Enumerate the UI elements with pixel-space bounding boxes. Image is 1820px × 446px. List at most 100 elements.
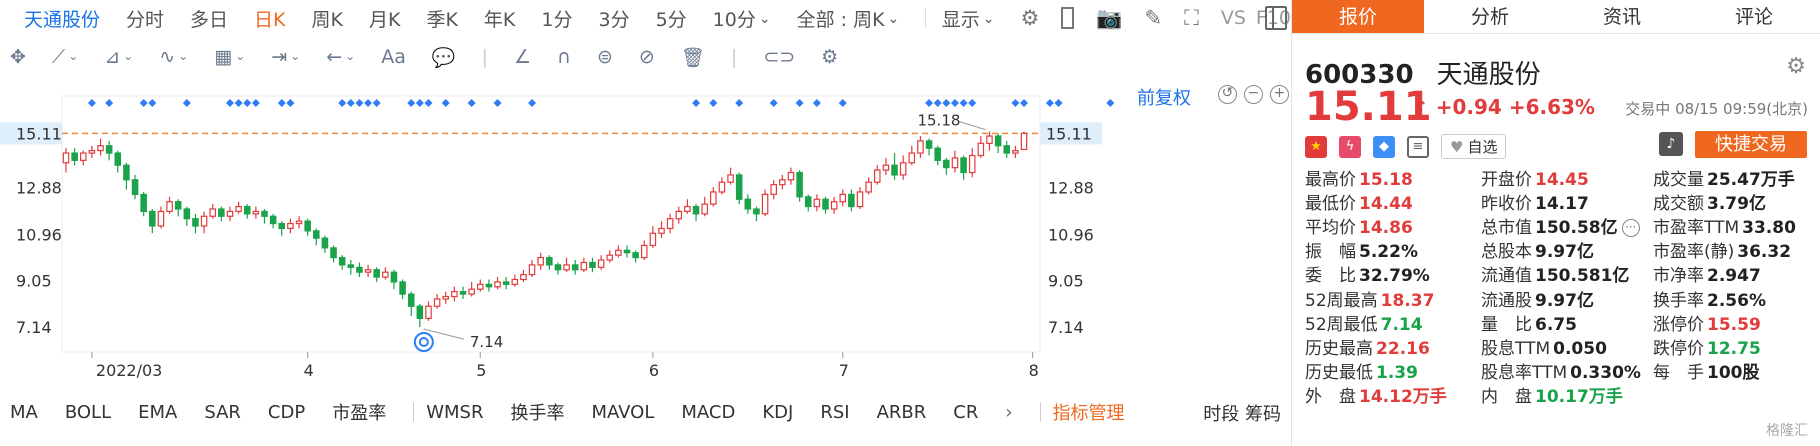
line-icon[interactable]: ⟋	[52, 46, 78, 68]
candle-body[interactable]	[287, 222, 294, 230]
candle-body[interactable]	[934, 147, 941, 161]
candle-body[interactable]	[313, 230, 320, 239]
candle-body[interactable]	[537, 257, 544, 266]
signal-marker[interactable]	[286, 99, 295, 107]
candle-body[interactable]	[753, 208, 760, 215]
candle-body[interactable]	[269, 215, 277, 225]
candle-body[interactable]	[183, 208, 191, 220]
candle-body[interactable]	[295, 220, 303, 225]
candle-body[interactable]	[787, 171, 795, 181]
candle-body[interactable]	[252, 210, 260, 215]
candle-body[interactable]	[442, 295, 450, 300]
candle-body[interactable]	[192, 218, 199, 227]
signal-marker[interactable]	[424, 99, 433, 107]
candle-body[interactable]	[848, 193, 855, 208]
period-weekly-k[interactable]: 周K	[311, 8, 343, 31]
range-select[interactable]: 全部 : 周K	[797, 5, 900, 32]
candle-body[interactable]	[243, 205, 251, 215]
lock-icon[interactable]: ⊜	[596, 46, 613, 68]
signal-marker[interactable]	[355, 99, 364, 107]
candle-body[interactable]	[856, 191, 864, 208]
zoom-in-icon[interactable]: +	[1270, 85, 1289, 104]
signal-marker[interactable]	[364, 99, 373, 107]
period-daily-k[interactable]: 日K	[254, 8, 286, 31]
indicator-boll[interactable]: BOLL	[64, 401, 112, 423]
candle-body[interactable]	[485, 283, 493, 288]
signal-marker[interactable]	[1106, 99, 1115, 107]
settings-icon[interactable]: ⚙	[821, 46, 839, 68]
candle-body[interactable]	[468, 288, 475, 295]
candle-body[interactable]	[925, 140, 933, 149]
tag-icon[interactable]: ◆	[1373, 135, 1395, 158]
candle-body[interactable]	[140, 193, 147, 213]
undo-icon[interactable]: ↺	[1218, 85, 1237, 104]
candle-body[interactable]	[157, 210, 165, 227]
candle-body[interactable]	[675, 210, 683, 220]
indicator-rsi[interactable]: RSI	[820, 401, 850, 423]
indicator-sar[interactable]: SAR	[204, 401, 241, 423]
candle-body[interactable]	[330, 247, 337, 259]
signal-marker[interactable]	[87, 99, 96, 107]
signal-marker[interactable]	[968, 99, 977, 107]
link-icon[interactable]: ⊂⊃	[763, 46, 796, 68]
candle-body[interactable]	[166, 201, 173, 213]
signal-marker[interactable]	[942, 99, 951, 107]
candle-body[interactable]	[666, 218, 674, 230]
signal-marker[interactable]	[735, 99, 744, 107]
adjust-dropdown[interactable]: 前复权	[1137, 88, 1191, 109]
candle-body[interactable]	[88, 150, 96, 154]
candle-body[interactable]	[839, 193, 847, 203]
signal-marker[interactable]	[1045, 99, 1054, 107]
add-watchlist-button[interactable]: ♥ 自选	[1441, 134, 1507, 159]
candle-body[interactable]	[917, 140, 924, 154]
candle-body[interactable]	[632, 252, 639, 259]
candle-body[interactable]	[865, 181, 872, 193]
candle-body[interactable]	[761, 193, 769, 215]
signal-marker[interactable]	[1020, 99, 1028, 107]
candle-body[interactable]	[658, 227, 665, 234]
candle-body[interactable]	[200, 215, 208, 227]
candle-body[interactable]	[105, 145, 113, 154]
candlestick-chart[interactable]: 15.11 15.11 12.88 12.88 10.96 10.96 9.05 9.05 7.…	[0, 0, 1291, 392]
candle-body[interactable]	[770, 184, 777, 195]
candle-body[interactable]	[779, 179, 786, 186]
candle-body[interactable]	[554, 264, 562, 271]
indicator-kdj[interactable]: KDJ	[762, 401, 794, 423]
candle-body[interactable]	[640, 244, 648, 259]
signal-marker[interactable]	[243, 99, 252, 107]
bell-icon[interactable]: ♪	[1659, 132, 1683, 156]
indicator-cdp[interactable]: CDP	[267, 401, 306, 423]
candle-body[interactable]	[1020, 132, 1028, 151]
hide-icon[interactable]: ⊘	[638, 46, 655, 68]
quick-trade-button[interactable]: 快捷交易	[1695, 131, 1807, 158]
candle-body[interactable]	[744, 198, 752, 210]
candle-body[interactable]	[338, 257, 346, 266]
fib-icon[interactable]: ▦	[214, 46, 245, 68]
signal-marker[interactable]	[407, 99, 416, 107]
candle-body[interactable]	[882, 164, 890, 171]
candle-body[interactable]	[321, 237, 329, 249]
signal-marker[interactable]	[105, 99, 114, 107]
tab-news[interactable]: 资讯	[1602, 6, 1641, 28]
period-chips-tabs[interactable]: 时段 筹码	[1203, 404, 1281, 425]
candle-body[interactable]	[597, 259, 605, 268]
brush-icon[interactable]: ∠	[513, 46, 532, 68]
indicator-cr[interactable]: CR	[953, 401, 979, 423]
signal-marker[interactable]	[950, 99, 959, 107]
candle-body[interactable]	[459, 291, 467, 295]
display-dropdown[interactable]: 显示	[942, 5, 995, 32]
candle-body[interactable]	[977, 142, 985, 157]
candle-body[interactable]	[684, 205, 691, 213]
period-duori[interactable]: 多日	[190, 8, 229, 31]
zoom-out-icon[interactable]: −	[1244, 85, 1263, 104]
candle-body[interactable]	[502, 281, 510, 285]
signal-marker[interactable]	[338, 99, 347, 107]
candle-body[interactable]	[209, 208, 216, 217]
period-1min[interactable]: 1分	[541, 8, 573, 31]
lightning-icon[interactable]: ϟ	[1339, 135, 1361, 158]
more-icon[interactable]: ⋯	[1621, 218, 1640, 237]
indicator-ema[interactable]: EMA	[138, 401, 178, 423]
indicator-ma[interactable]: MA	[10, 401, 38, 423]
candle-body[interactable]	[908, 152, 916, 164]
candle-body[interactable]	[1003, 145, 1011, 154]
